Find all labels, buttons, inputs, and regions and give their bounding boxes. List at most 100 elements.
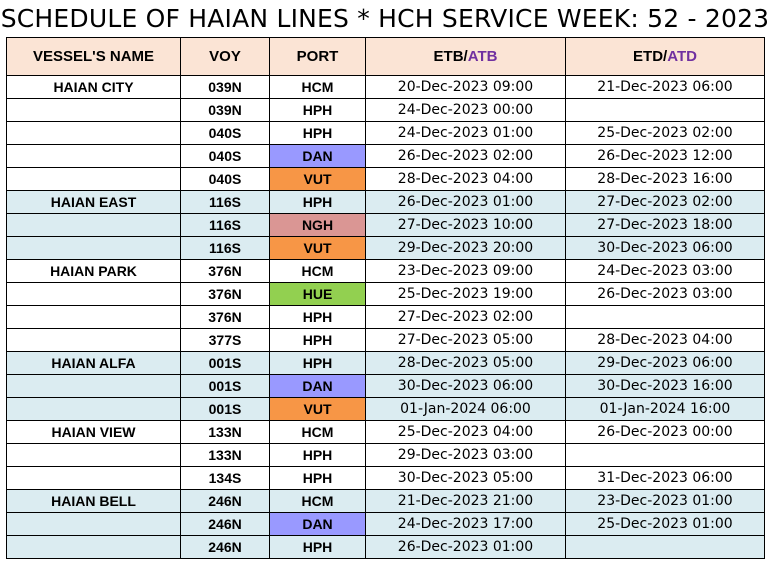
etb-cell: 26-Dec-2023 02:00 bbox=[365, 144, 566, 168]
etd-cell: 01-Jan-2024 16:00 bbox=[565, 397, 765, 421]
etb-cell: 25-Dec-2023 04:00 bbox=[365, 420, 566, 444]
etd-cell: 30-Dec-2023 16:00 bbox=[565, 374, 765, 398]
header-etd: ETD bbox=[633, 48, 664, 65]
voyage-cell: 039N bbox=[180, 75, 270, 99]
etd-cell: 31-Dec-2023 06:00 bbox=[565, 466, 765, 490]
table-row: 001S DAN 30-Dec-2023 06:00 30-Dec-2023 16:0… bbox=[6, 374, 765, 398]
port-cell: HPH bbox=[269, 351, 366, 375]
vessel-name-cell: HAIAN EAST bbox=[6, 190, 181, 214]
table-row: 377S HPH 27-Dec-2023 05:00 28-Dec-2023 04:0… bbox=[6, 328, 765, 352]
voyage-cell: 116S bbox=[180, 213, 270, 237]
vessel-name-cell: HAIAN CITY bbox=[6, 75, 181, 99]
voyage-cell: 133N bbox=[180, 420, 270, 444]
table-row: 246N HPH 26-Dec-2023 01:00 bbox=[6, 535, 765, 559]
vessel-name-cell bbox=[6, 213, 181, 237]
port-cell: HPH bbox=[269, 535, 366, 559]
table-row: 376N HUE 25-Dec-2023 19:00 26-Dec-2023 03:0… bbox=[6, 282, 765, 306]
port-cell: VUT bbox=[269, 167, 366, 191]
voyage-cell: 001S bbox=[180, 397, 270, 421]
etd-cell: 28-Dec-2023 04:00 bbox=[565, 328, 765, 352]
vessel-name-cell: HAIAN BELL bbox=[6, 489, 181, 513]
header-vessel-name: VESSEL'S NAME bbox=[6, 37, 181, 76]
etb-cell: 30-Dec-2023 06:00 bbox=[365, 374, 566, 398]
table-row: HAIAN VIEW 133N HCM 25-Dec-2023 04:00 26-Dec… bbox=[6, 420, 765, 444]
vessel-name-cell bbox=[6, 282, 181, 306]
etd-cell bbox=[565, 305, 765, 329]
vessel-name-cell bbox=[6, 374, 181, 398]
voyage-cell: 246N bbox=[180, 489, 270, 513]
table-body: HAIAN CITY 039N HCM 20-Dec-2023 09:00 21-Dec… bbox=[6, 75, 765, 559]
etd-cell: 26-Dec-2023 00:00 bbox=[565, 420, 765, 444]
table-row: HAIAN ALFA 001S HPH 28-Dec-2023 05:00 29-Dec… bbox=[6, 351, 765, 375]
port-cell: HCM bbox=[269, 489, 366, 513]
header-etd-atd: ETD/ATD bbox=[565, 37, 765, 76]
port-cell: HPH bbox=[269, 443, 366, 467]
etb-cell: 24-Dec-2023 00:00 bbox=[365, 98, 566, 122]
etb-cell: 28-Dec-2023 04:00 bbox=[365, 167, 566, 191]
vessel-name-cell bbox=[6, 121, 181, 145]
etd-cell: 27-Dec-2023 02:00 bbox=[565, 190, 765, 214]
etd-cell: 30-Dec-2023 06:00 bbox=[565, 236, 765, 260]
table-row: 039N HPH 24-Dec-2023 00:00 bbox=[6, 98, 765, 122]
header-row: VESSEL'S NAME VOY PORT ETB/ATB ETD/ATD bbox=[6, 37, 765, 76]
table-row: HAIAN BELL 246N HCM 21-Dec-2023 21:00 23-Dec… bbox=[6, 489, 765, 513]
vessel-name-cell bbox=[6, 466, 181, 490]
etb-cell: 01-Jan-2024 06:00 bbox=[365, 397, 566, 421]
etb-cell: 26-Dec-2023 01:00 bbox=[365, 190, 566, 214]
port-cell: HPH bbox=[269, 190, 366, 214]
table-row: 040S VUT 28-Dec-2023 04:00 28-Dec-2023 16:0… bbox=[6, 167, 765, 191]
port-cell: NGH bbox=[269, 213, 366, 237]
port-cell: HUE bbox=[269, 282, 366, 306]
table-row: 001S VUT 01-Jan-2024 06:00 01-Jan-2024 16:0… bbox=[6, 397, 765, 421]
vessel-name-cell bbox=[6, 236, 181, 260]
port-cell: HCM bbox=[269, 259, 366, 283]
etd-cell: 24-Dec-2023 03:00 bbox=[565, 259, 765, 283]
etb-cell: 29-Dec-2023 20:00 bbox=[365, 236, 566, 260]
table-row: 133N HPH 29-Dec-2023 03:00 bbox=[6, 443, 765, 467]
table-row: 376N HPH 27-Dec-2023 02:00 bbox=[6, 305, 765, 329]
etb-cell: 27-Dec-2023 05:00 bbox=[365, 328, 566, 352]
etb-cell: 29-Dec-2023 03:00 bbox=[365, 443, 566, 467]
etb-cell: 23-Dec-2023 09:00 bbox=[365, 259, 566, 283]
voyage-cell: 376N bbox=[180, 305, 270, 329]
table-row: HAIAN EAST 116S HPH 26-Dec-2023 01:00 27-Dec… bbox=[6, 190, 765, 214]
voyage-cell: 116S bbox=[180, 190, 270, 214]
etb-cell: 28-Dec-2023 05:00 bbox=[365, 351, 566, 375]
etd-cell: 27-Dec-2023 18:00 bbox=[565, 213, 765, 237]
header-slash: / bbox=[463, 48, 468, 65]
port-cell: HPH bbox=[269, 305, 366, 329]
etb-cell: 21-Dec-2023 21:00 bbox=[365, 489, 566, 513]
schedule-table: VESSEL'S NAME VOY PORT ETB/ATB ETD/ATD H… bbox=[6, 37, 765, 559]
voyage-cell: 133N bbox=[180, 443, 270, 467]
vessel-name-cell: HAIAN VIEW bbox=[6, 420, 181, 444]
vessel-name-cell: HAIAN ALFA bbox=[6, 351, 181, 375]
header-etb-atb: ETB/ATB bbox=[365, 37, 566, 76]
table-row: HAIAN PARK 376N HCM 23-Dec-2023 09:00 24-Dec… bbox=[6, 259, 765, 283]
header-atb: ATB bbox=[467, 48, 498, 65]
vessel-name-cell bbox=[6, 535, 181, 559]
table-row: 040S DAN 26-Dec-2023 02:00 26-Dec-2023 12:0… bbox=[6, 144, 765, 168]
voyage-cell: 246N bbox=[180, 512, 270, 536]
port-cell: HPH bbox=[269, 98, 366, 122]
etb-cell: 24-Dec-2023 17:00 bbox=[365, 512, 566, 536]
port-cell: DAN bbox=[269, 144, 366, 168]
port-cell: DAN bbox=[269, 512, 366, 536]
vessel-name-cell bbox=[6, 397, 181, 421]
etb-cell: 27-Dec-2023 10:00 bbox=[365, 213, 566, 237]
etd-cell: 23-Dec-2023 01:00 bbox=[565, 489, 765, 513]
etd-cell: 26-Dec-2023 03:00 bbox=[565, 282, 765, 306]
port-cell: HPH bbox=[269, 328, 366, 352]
etb-cell: 20-Dec-2023 09:00 bbox=[365, 75, 566, 99]
header-slash: / bbox=[663, 48, 668, 65]
voyage-cell: 040S bbox=[180, 121, 270, 145]
voyage-cell: 001S bbox=[180, 351, 270, 375]
vessel-name-cell bbox=[6, 305, 181, 329]
voyage-cell: 040S bbox=[180, 167, 270, 191]
etd-cell: 29-Dec-2023 06:00 bbox=[565, 351, 765, 375]
page-title: SCHEDULE OF HAIAN LINES * HCH SERVICE WE… bbox=[0, 4, 770, 33]
header-etb: ETB bbox=[433, 48, 464, 65]
table-row: 246N DAN 24-Dec-2023 17:00 25-Dec-2023 01:0… bbox=[6, 512, 765, 536]
voyage-cell: 001S bbox=[180, 374, 270, 398]
voyage-cell: 377S bbox=[180, 328, 270, 352]
vessel-name-cell bbox=[6, 98, 181, 122]
